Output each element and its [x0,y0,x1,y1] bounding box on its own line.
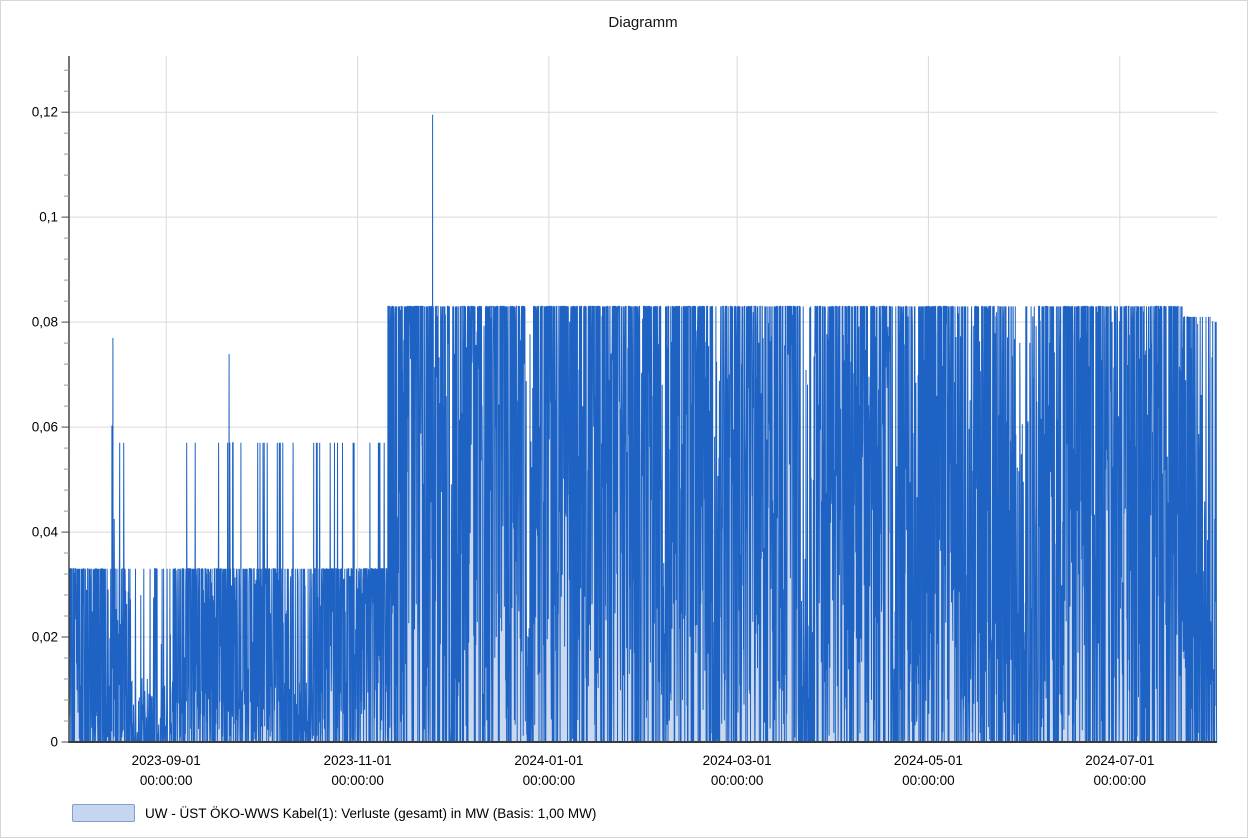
series-line [68,114,1218,743]
y-tick-label: 0,02 [32,630,58,645]
data-series [68,114,1218,743]
x-tick-label-time: 00:00:00 [523,773,576,788]
x-tick-label-time: 00:00:00 [902,773,955,788]
x-tick-label-date: 2024-03-01 [703,753,772,768]
y-tick-label: 0,04 [32,525,59,540]
axes [68,56,1217,743]
x-tick-label-date: 2024-01-01 [514,753,583,768]
axis-ticks [61,69,69,743]
x-tick-label-date: 2024-05-01 [894,753,963,768]
y-tick-label: 0,06 [32,420,58,435]
y-tick-label: 0 [50,735,58,750]
y-tick-label: 0,08 [32,315,58,330]
chart-title: Diagramm [608,14,678,31]
legend: UW - ÜST ÖKO-WWS Kabel(1): Verluste (ges… [72,804,596,822]
x-tick-label-date: 2023-11-01 [324,753,392,768]
x-tick-label-time: 00:00:00 [331,773,384,788]
x-tick-label-time: 00:00:00 [1094,773,1147,788]
x-tick-label-time: 00:00:00 [711,773,764,788]
legend-swatch [72,804,135,822]
x-tick-label-time: 00:00:00 [140,773,193,788]
x-tick-label-date: 2023-09-01 [132,753,201,768]
y-tick-label: 0,12 [32,105,58,120]
legend-label: UW - ÜST ÖKO-WWS Kabel(1): Verluste (ges… [145,805,597,821]
y-tick-label: 0,1 [39,210,58,225]
x-tick-label-date: 2024-07-01 [1085,753,1154,768]
axis-labels: 0 0,02 0,04 0,06 0,08 0,1 0,12 2023-09-01 00:00:… [32,105,1155,788]
